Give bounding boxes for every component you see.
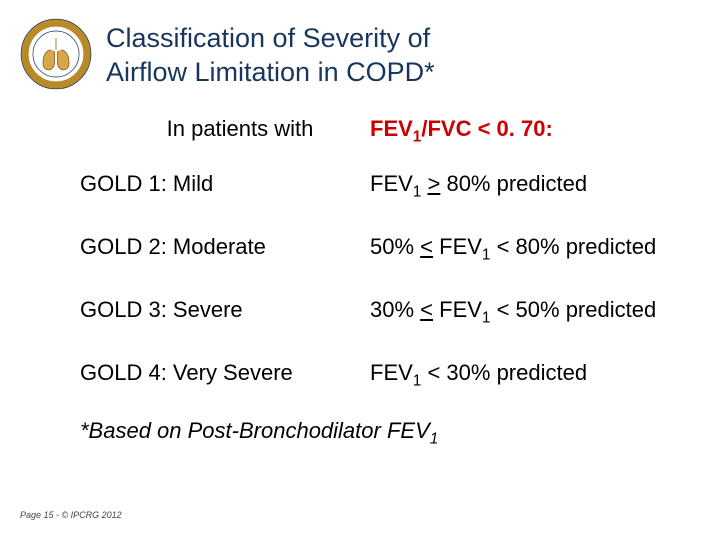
table-row: GOLD 1: Mild FEV1 > 80% predicted [80,152,680,215]
gold-stage-criteria: FEV1 > 80% predicted [370,171,680,197]
table-row: GOLD 3: Severe 30% < FEV1 < 50% predicte… [80,278,680,341]
footnote-text: *Based on Post-Bronchodilator FEV [80,418,430,443]
title-line-1: Classification of Severity of [106,23,430,53]
slide-header: Classification of Severity of Airflow Li… [0,0,720,90]
gold-stage-label: GOLD 1: Mild [80,171,370,197]
gold-stage-criteria: 30% < FEV1 < 50% predicted [370,297,680,323]
footnote-sub: 1 [430,430,439,447]
gold-stage-criteria: 50% < FEV1 < 80% predicted [370,234,680,260]
title-line-2: Airflow Limitation in COPD* [106,57,435,87]
page-footer: Page 15 - © IPCRG 2012 [20,510,122,520]
severity-table: GOLD 1: Mild FEV1 > 80% predicted GOLD 2… [0,142,720,404]
gold-stage-label: GOLD 2: Moderate [80,234,370,260]
table-row: GOLD 4: Very Severe FEV1 < 30% predicted [80,341,680,404]
criteria-subheader: In patients with FEV1/FVC < 0. 70: [0,90,720,142]
fvc-ratio: /FVC < 0. 70: [421,116,552,141]
fev-label: FEV [370,116,413,141]
gold-logo [20,18,92,90]
subheader-right: FEV1/FVC < 0. 70: [370,116,553,142]
table-row: GOLD 2: Moderate 50% < FEV1 < 80% predic… [80,215,680,278]
slide-title: Classification of Severity of Airflow Li… [106,18,435,90]
gold-stage-label: GOLD 4: Very Severe [80,360,370,386]
footnote: *Based on Post-Bronchodilator FEV1 [0,404,720,444]
gold-stage-label: GOLD 3: Severe [80,297,370,323]
subheader-left: In patients with [110,116,370,142]
gold-stage-criteria: FEV1 < 30% predicted [370,360,680,386]
